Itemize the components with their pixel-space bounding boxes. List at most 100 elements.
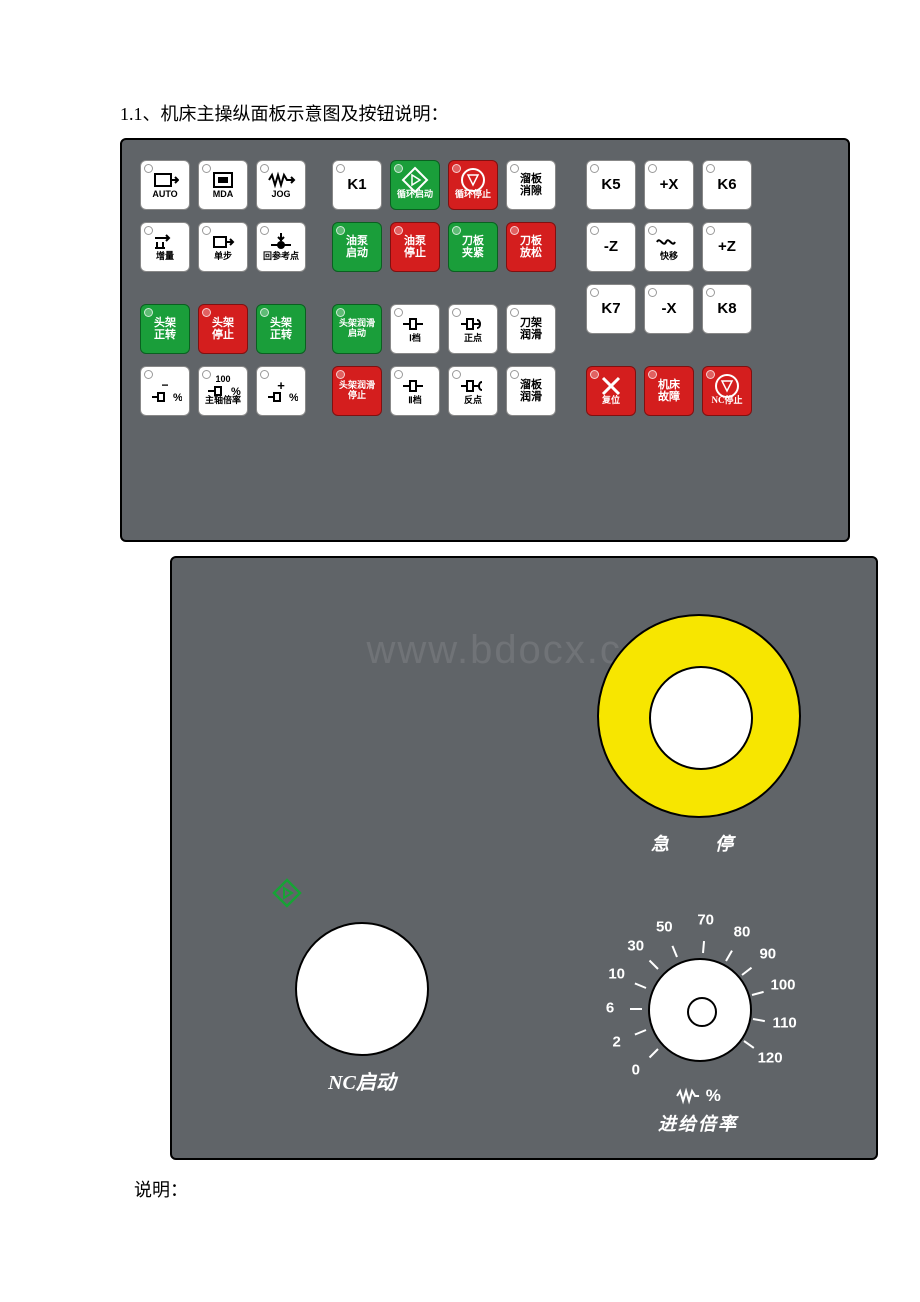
secondary-panel: www.bdocx.com 急 停 NC启动 % 0: [170, 556, 878, 1160]
button-label: 回参考点: [263, 252, 299, 262]
tool-release-button[interactable]: 刀板放松: [506, 222, 556, 272]
button-label: NC停止: [712, 396, 743, 406]
diamond-play-icon: [400, 170, 430, 190]
gear2-button[interactable]: Ⅱ档: [390, 366, 440, 416]
button-label: 头架正转: [154, 317, 176, 341]
gear1-icon: [400, 314, 430, 334]
gear1-button[interactable]: Ⅰ档: [390, 304, 440, 354]
dial-tick-label: 120: [758, 1050, 783, 1067]
button-label: 头架润滑停止: [339, 381, 375, 401]
emergency-stop-group: 急 停: [584, 614, 814, 856]
led-indicator: [648, 226, 657, 235]
svg-text:+: +: [277, 379, 285, 393]
nc-start-group: NC启动: [272, 878, 452, 1095]
ref-button[interactable]: 回参考点: [256, 222, 306, 272]
auto-icon: [151, 170, 179, 190]
ovr-100-icon: 100%: [203, 376, 243, 396]
button-label: AUTO: [152, 190, 177, 200]
button-label: 单步: [214, 252, 232, 262]
pump-off-button[interactable]: 油泵停止: [390, 222, 440, 272]
k6-button[interactable]: K6: [702, 160, 752, 210]
button-label: 溜板消隙: [520, 173, 542, 197]
head-fwd-button[interactable]: 头架正转: [140, 304, 190, 354]
minus-x-button[interactable]: -X: [644, 284, 694, 334]
button-label: 刀板夹紧: [462, 235, 484, 259]
nc-stop-button[interactable]: NC停止: [702, 366, 752, 416]
rapid-button[interactable]: 快移: [644, 222, 694, 272]
tool-clamp-button[interactable]: 刀板夹紧: [448, 222, 498, 272]
k8-button[interactable]: K8: [702, 284, 752, 334]
k5-button[interactable]: K5: [586, 160, 636, 210]
led-indicator: [260, 164, 269, 173]
dial-tick-mark: [671, 946, 677, 958]
pos-point-button[interactable]: 正点: [448, 304, 498, 354]
dial-tick-label: 6: [606, 1000, 614, 1017]
circle-tri-icon: [458, 170, 488, 190]
svg-text:%: %: [173, 392, 182, 403]
led-indicator: [202, 164, 211, 173]
button-label: MDA: [213, 190, 234, 200]
plus-z-button[interactable]: +Z: [702, 222, 752, 272]
dial-knob[interactable]: [648, 958, 752, 1062]
emergency-stop-button[interactable]: [597, 614, 801, 818]
slide-clear-button[interactable]: 溜板消隙: [506, 160, 556, 210]
slide-lube-button[interactable]: 溜板润滑: [506, 366, 556, 416]
ovr-down-button[interactable]: −%: [140, 366, 190, 416]
feed-override-label: 进给倍率: [568, 1110, 828, 1136]
ovr-up-button[interactable]: +%: [256, 366, 306, 416]
ovr-100-button[interactable]: 100%主轴倍率: [198, 366, 248, 416]
led-indicator: [510, 226, 519, 235]
led-indicator: [394, 308, 403, 317]
minus-z-button[interactable]: -Z: [586, 222, 636, 272]
k7-button[interactable]: K7: [586, 284, 636, 334]
led-indicator: [590, 164, 599, 173]
led-indicator: [144, 308, 153, 317]
pos-icon: [458, 314, 488, 334]
led-indicator: [452, 308, 461, 317]
step-button[interactable]: 单步: [198, 222, 248, 272]
dial-tick-label: 90: [759, 946, 776, 963]
led-indicator: [510, 164, 519, 173]
button-label: Ⅰ档: [409, 334, 421, 344]
button-label: 刀架润滑: [520, 317, 542, 341]
incr-button[interactable]: 增量: [140, 222, 190, 272]
dial-percent-icon: %: [675, 1086, 721, 1106]
led-indicator: [452, 226, 461, 235]
reset-button[interactable]: 复位: [586, 366, 636, 416]
plus-x-button[interactable]: +X: [644, 160, 694, 210]
led-indicator: [648, 288, 657, 297]
cycle-start-button[interactable]: 循环启动: [390, 160, 440, 210]
footer-note: 说明：: [134, 1176, 870, 1202]
led-indicator: [260, 308, 269, 317]
k1-button[interactable]: K1: [332, 160, 382, 210]
head-stop-button[interactable]: 头架停止: [198, 304, 248, 354]
ovr-up-icon: +%: [264, 381, 298, 401]
led-indicator: [336, 226, 345, 235]
neg-point-button[interactable]: 反点: [448, 366, 498, 416]
fault-button[interactable]: 机床故障: [644, 366, 694, 416]
dial-tick-mark: [725, 950, 733, 961]
dial-tick-label: 100: [770, 977, 795, 994]
dial-tick-label: 80: [734, 923, 751, 940]
led-indicator: [336, 308, 345, 317]
dial-tick-mark: [649, 1048, 659, 1058]
head-lube-off-button[interactable]: 头架润滑停止: [332, 366, 382, 416]
button-label: 反点: [464, 396, 482, 406]
nc-start-button[interactable]: [295, 922, 429, 1056]
led-indicator: [706, 370, 715, 379]
tool-lube-button[interactable]: 刀架润滑: [506, 304, 556, 354]
button-label: Ⅱ档: [408, 396, 421, 406]
button-label: 循环启动: [397, 190, 433, 200]
head-lube-on-button[interactable]: 头架润滑启动: [332, 304, 382, 354]
dial-tick-mark: [743, 1040, 754, 1049]
jog-button[interactable]: JOG: [256, 160, 306, 210]
button-label: 刀板放松: [520, 235, 542, 259]
pump-on-button[interactable]: 油泵启动: [332, 222, 382, 272]
auto-button[interactable]: AUTO: [140, 160, 190, 210]
led-indicator: [706, 226, 715, 235]
led-indicator: [144, 164, 153, 173]
cycle-stop-button[interactable]: 循环停止: [448, 160, 498, 210]
mda-button[interactable]: MDA: [198, 160, 248, 210]
feed-override-dial[interactable]: % 026103050708090100110120: [588, 904, 808, 1104]
head-fwd2-button[interactable]: 头架正转: [256, 304, 306, 354]
